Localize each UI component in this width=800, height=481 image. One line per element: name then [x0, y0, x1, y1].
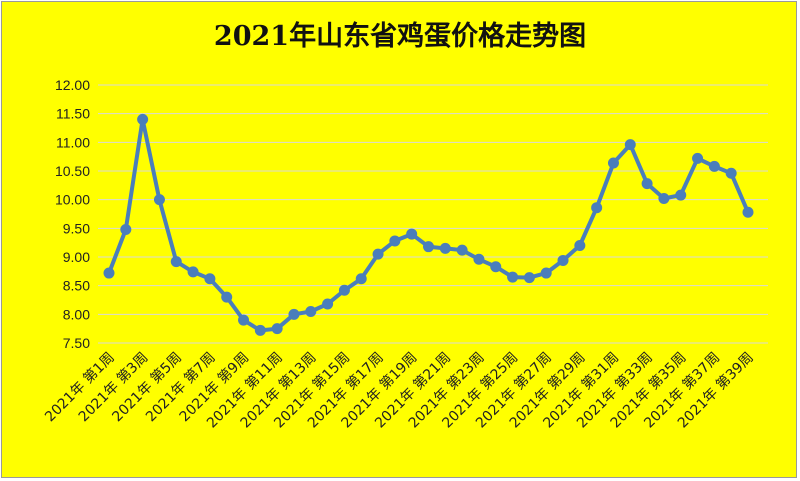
data-point — [153, 194, 165, 206]
y-tick-label: 11.00 — [56, 134, 90, 150]
y-tick-label: 9.50 — [63, 220, 90, 236]
data-point — [389, 235, 401, 247]
data-point — [221, 291, 233, 303]
data-point — [305, 305, 317, 317]
y-tick-label: 8.00 — [63, 306, 90, 322]
y-tick-label: 9.00 — [63, 249, 90, 265]
data-point — [120, 223, 132, 235]
data-point — [423, 241, 434, 253]
data-point — [406, 228, 418, 240]
data-point — [742, 206, 754, 218]
data-point — [708, 160, 720, 172]
data-point — [170, 256, 182, 268]
data-point — [238, 314, 250, 326]
y-tick-label: 7.50 — [63, 335, 90, 351]
data-point — [473, 253, 485, 265]
data-point — [103, 267, 115, 279]
data-point — [692, 152, 704, 164]
y-tick-label: 12.00 — [55, 77, 90, 93]
data-point — [355, 273, 367, 285]
data-point — [658, 193, 670, 205]
data-point — [607, 157, 619, 169]
y-tick-label: 11.50 — [56, 106, 90, 122]
y-tick-label: 10.00 — [55, 192, 90, 208]
y-tick-label: 8.50 — [63, 278, 90, 294]
data-point — [204, 273, 216, 285]
data-point — [137, 113, 149, 125]
data-point — [507, 271, 519, 283]
data-point — [439, 242, 451, 254]
data-point — [641, 178, 653, 190]
data-point — [254, 324, 266, 336]
data-point — [338, 284, 350, 296]
data-point — [574, 240, 586, 252]
data-point — [271, 323, 283, 335]
y-tick-label: 10.50 — [55, 163, 90, 179]
data-point — [372, 248, 384, 260]
series-line — [107, 117, 750, 333]
data-point — [540, 267, 552, 279]
data-point — [591, 202, 603, 214]
data-point — [523, 272, 535, 284]
data-point — [490, 261, 502, 273]
data-point — [288, 308, 300, 320]
data-point — [624, 139, 636, 151]
data-point — [557, 254, 569, 266]
data-point — [322, 298, 334, 310]
data-point — [456, 244, 468, 256]
data-point — [187, 266, 199, 278]
chart-title: 2021年山东省鸡蛋价格走势图 — [213, 21, 587, 52]
data-point — [725, 167, 737, 179]
data-point — [675, 189, 687, 201]
